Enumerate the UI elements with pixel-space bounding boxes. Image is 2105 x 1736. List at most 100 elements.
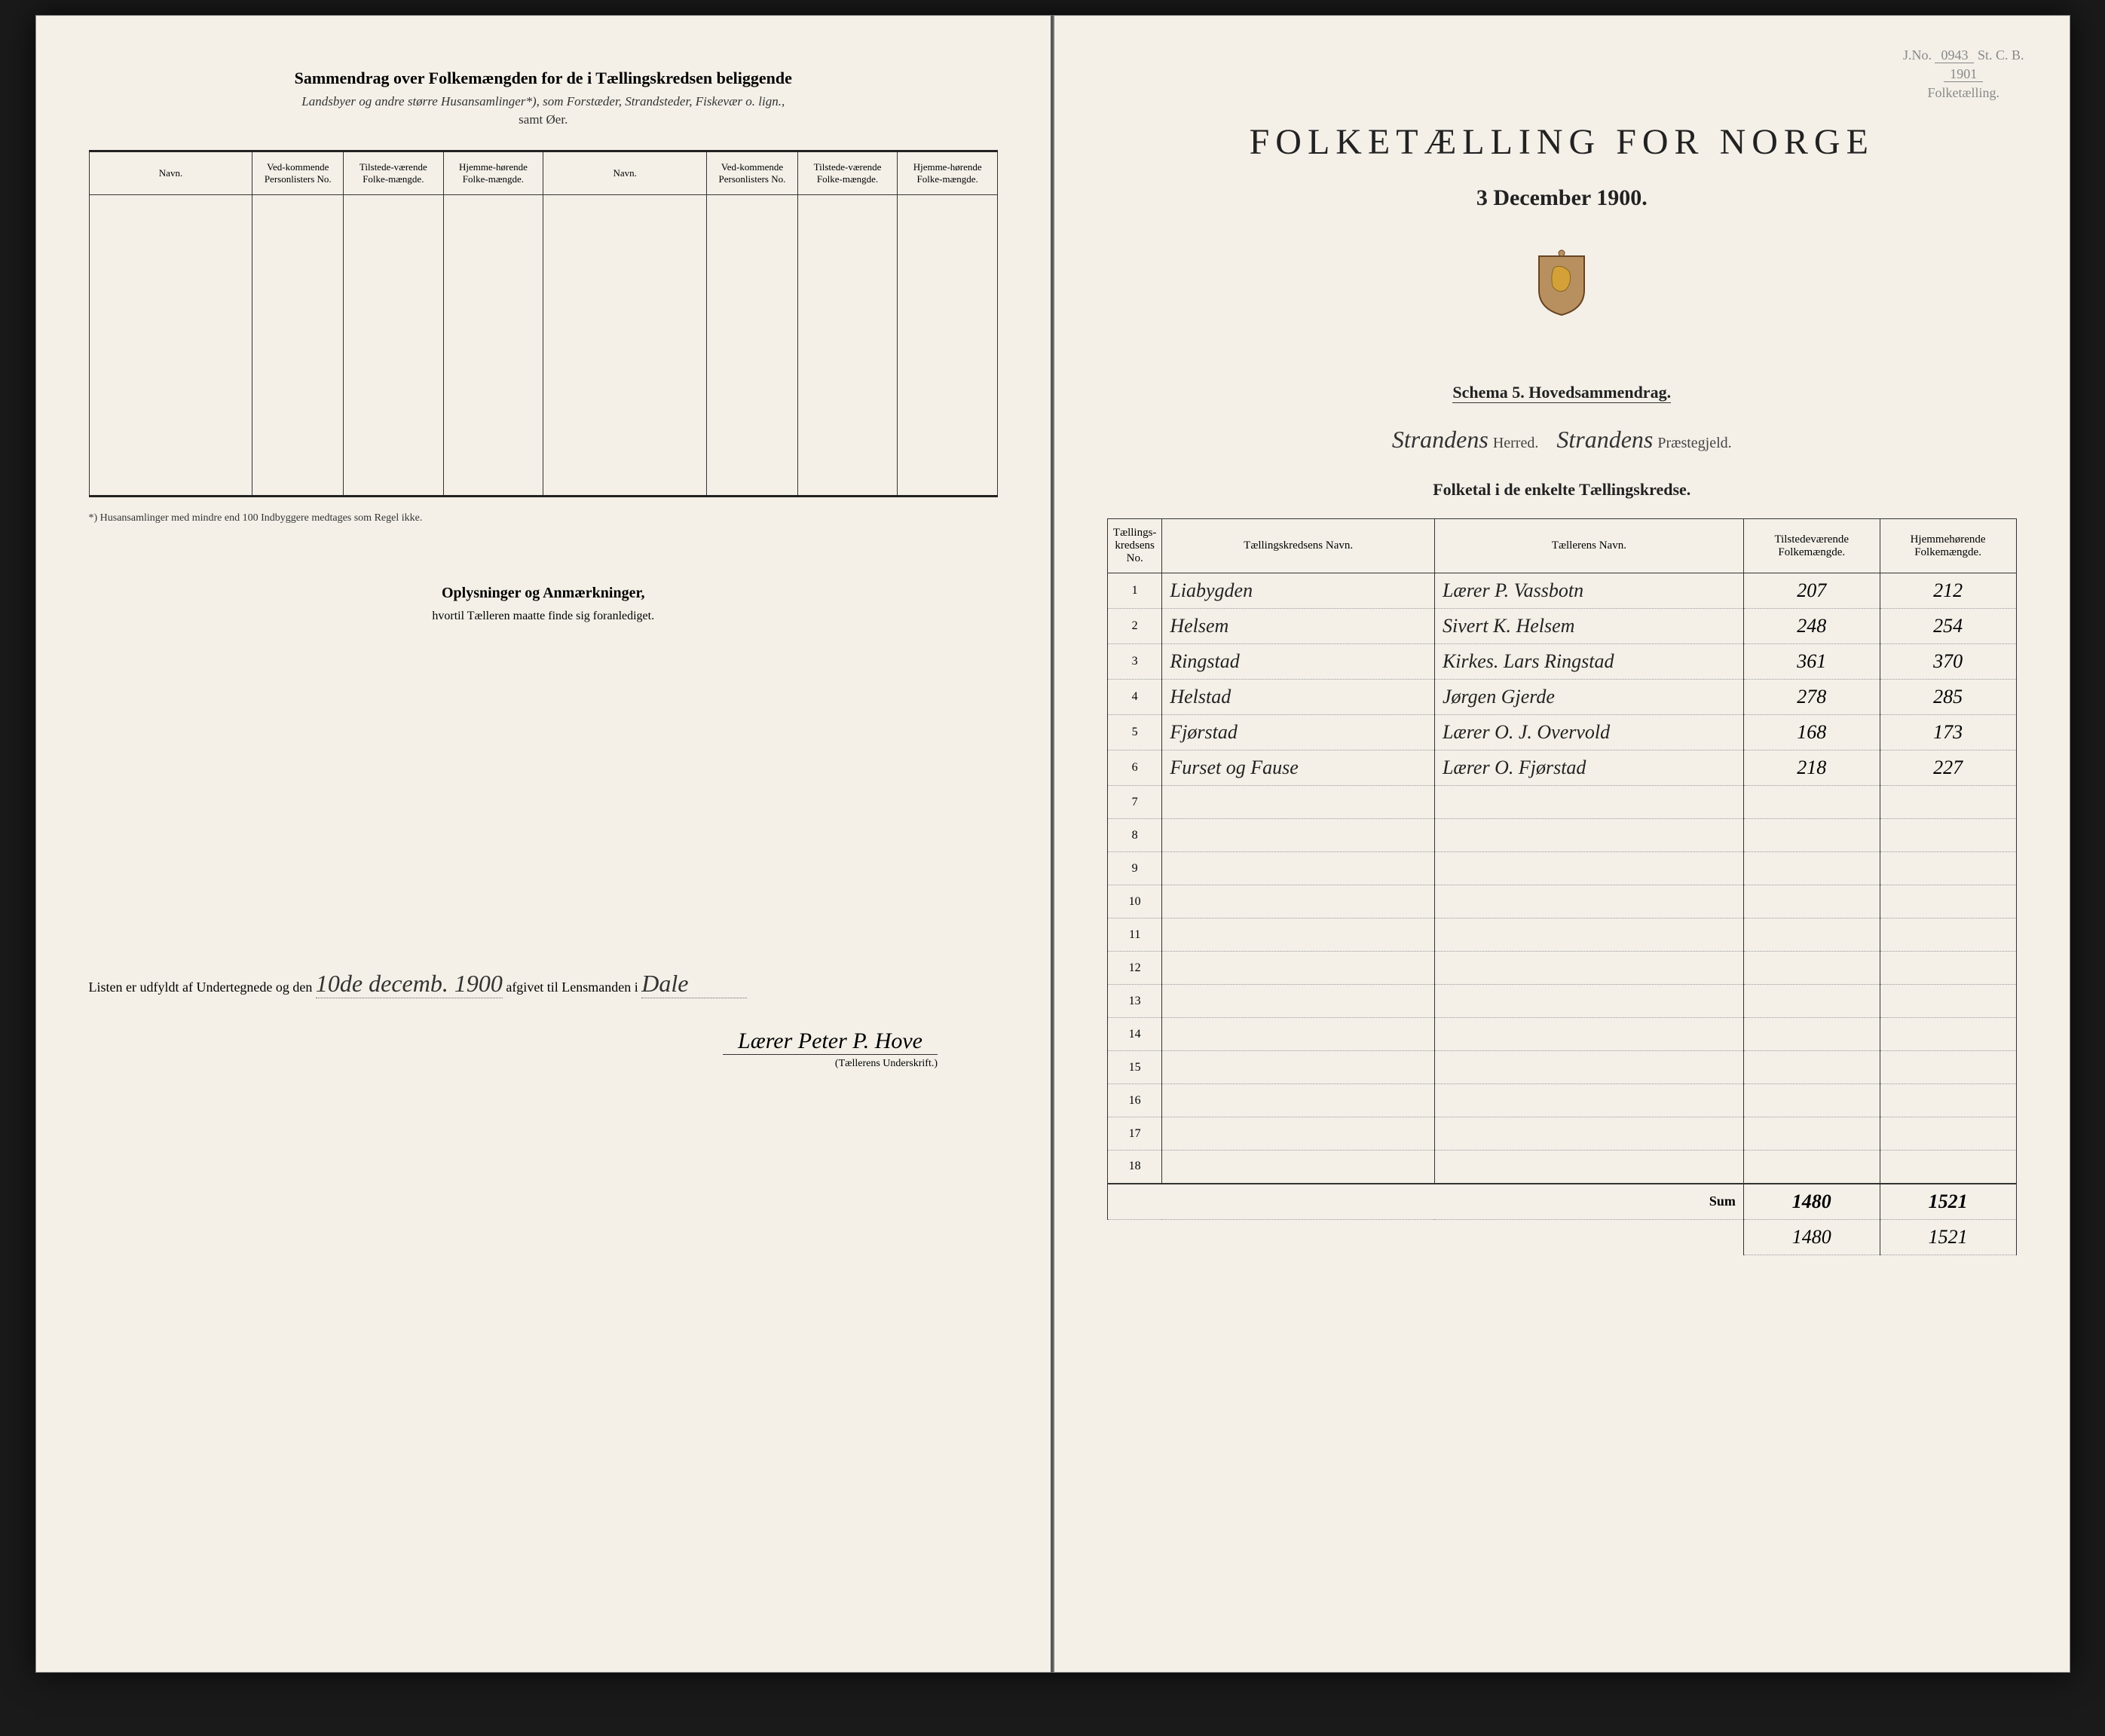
col-present: Tilstedeværende Folkemængde. [1743,519,1880,573]
schema-wrap: Schema 5. Hovedsammendrag. [1107,368,2017,403]
row-no: 13 [1108,985,1162,1018]
sum-present-2: 1480 [1743,1219,1880,1255]
left-summary-table: Navn. Ved-kommende Personlisters No. Til… [89,150,999,497]
row-kreds-name: Liabygden [1162,573,1435,609]
row-no: 16 [1108,1084,1162,1117]
row-counter: Jørgen Gjerde [1434,680,1743,715]
table-row: 13 [1108,985,2017,1018]
col-present: Tilstede-værende Folke-mængde. [344,151,444,195]
table-header-row: Tællings-kredsens No. Tællingskredsens N… [1108,519,2017,573]
table-row: 16 [1108,1084,2017,1117]
row-kreds-name [1162,952,1435,985]
col-navn2: Navn. [543,151,707,195]
row-present [1743,885,1880,918]
left-title: Sammendrag over Folkemængden for de i Tæ… [89,69,999,88]
row-no: 11 [1108,918,1162,952]
praeste-label: Præstegjeld. [1657,435,1731,451]
sub-heading: Folketal i de enkelte Tællingskredse. [1107,480,2017,500]
bottom-place: Dale [641,970,747,998]
main-date: 3 December 1900. [1107,185,2017,211]
table-row: 4HelstadJørgen Gjerde278285 [1108,680,2017,715]
row-present: 248 [1743,609,1880,644]
col-lists: Ved-kommende Personlisters No. [252,151,344,195]
row-kreds-name [1162,885,1435,918]
col-present2: Tilstede-værende Folke-mængde. [797,151,898,195]
herred-label: Herred. [1493,435,1539,451]
row-kreds-name [1162,1018,1435,1051]
row-resident: 227 [1880,750,2016,786]
row-present [1743,918,1880,952]
col-counter: Tællerens Navn. [1434,519,1743,573]
row-kreds-name [1162,918,1435,952]
row-resident [1880,1084,2016,1117]
row-no: 1 [1108,573,1162,609]
praeste-name: Strandens [1556,426,1653,453]
row-present [1743,852,1880,885]
sum-resident-2: 1521 [1880,1219,2016,1255]
row-present [1743,1051,1880,1084]
oplysninger-sub: hvortil Tælleren maatte finde sig foranl… [89,610,999,623]
row-resident: 285 [1880,680,2016,715]
herred-name: Strandens [1392,426,1488,453]
row-resident: 173 [1880,715,2016,750]
row-no: 14 [1108,1018,1162,1051]
row-resident [1880,852,2016,885]
row-resident [1880,1117,2016,1151]
row-counter [1434,918,1743,952]
row-counter [1434,819,1743,852]
row-kreds-name [1162,819,1435,852]
table-row: 5FjørstadLærer O. J. Overvold168173 [1108,715,2017,750]
col-no: Tællings-kredsens No. [1108,519,1162,573]
row-counter [1434,885,1743,918]
row-kreds-name [1162,1151,1435,1184]
row-resident [1880,885,2016,918]
table-row: 2HelsemSivert K. Helsem248254 [1108,609,2017,644]
row-counter [1434,1151,1743,1184]
row-resident [1880,985,2016,1018]
table-row: 17 [1108,1117,2017,1151]
row-no: 2 [1108,609,1162,644]
row-resident: 254 [1880,609,2016,644]
row-resident: 370 [1880,644,2016,680]
table-row: 18 [1108,1151,2017,1184]
row-no: 9 [1108,852,1162,885]
signature-area: Lærer Peter P. Hove (Tællerens Underskri… [89,1028,999,1070]
row-kreds-name: Ringstad [1162,644,1435,680]
row-resident: 212 [1880,573,2016,609]
row-counter [1434,852,1743,885]
row-kreds-name: Helsem [1162,609,1435,644]
row-present [1743,1117,1880,1151]
table-row: 9 [1108,852,2017,885]
row-resident [1880,1018,2016,1051]
row-no: 18 [1108,1151,1162,1184]
row-kreds-name [1162,1051,1435,1084]
archive-stamp: J.No. 0943 St. C. B. 1901 Folketælling. [1903,46,2024,103]
row-resident [1880,1151,2016,1184]
stamp-dept: Folketælling. [1927,85,1999,100]
left-subtitle: Landsbyer og andre større Husansamlinger… [89,94,999,109]
row-kreds-name [1162,985,1435,1018]
bottom-mid: afgivet til Lensmanden i [506,980,638,995]
row-kreds-name: Fjørstad [1162,715,1435,750]
row-resident [1880,918,2016,952]
col-lists2: Ved-kommende Personlisters No. [707,151,798,195]
sum-present: 1480 [1743,1184,1880,1220]
row-resident [1880,952,2016,985]
row-present: 168 [1743,715,1880,750]
table-row [89,195,998,497]
col-resident: Hjemme-hørende Folke-mængde. [443,151,543,195]
row-present [1743,786,1880,819]
table-row: 11 [1108,918,2017,952]
sum-row: Sum 1480 1521 [1108,1184,2017,1220]
bottom-date: 10de decemb. 1900 [316,970,503,998]
row-present [1743,1151,1880,1184]
row-present: 278 [1743,680,1880,715]
stamp-year: 1901 [1944,66,1983,82]
row-kreds-name [1162,1084,1435,1117]
row-present [1743,952,1880,985]
row-counter [1434,952,1743,985]
footnote: *) Husansamlinger med mindre end 100 Ind… [89,512,999,524]
sum-label: Sum [1108,1184,1744,1220]
row-no: 6 [1108,750,1162,786]
row-kreds-name [1162,852,1435,885]
